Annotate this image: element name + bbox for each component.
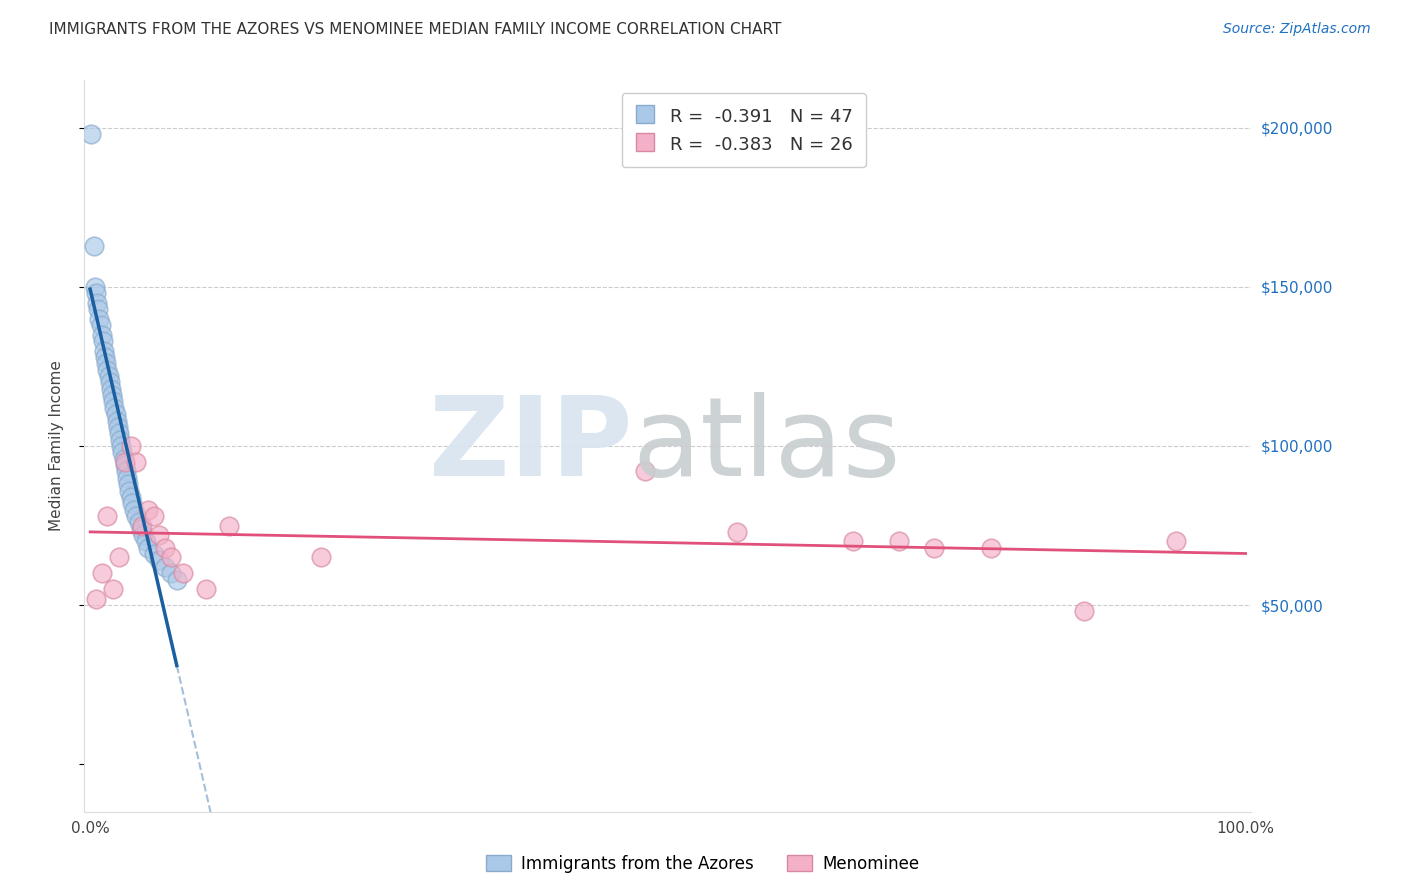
- Point: [97, 369, 120, 384]
- Point: [90, 566, 112, 581]
- Point: [725, 524, 748, 539]
- Point: [108, 426, 131, 441]
- Point: [100, 382, 122, 396]
- Point: [155, 541, 177, 555]
- Point: [105, 413, 128, 427]
- Point: [89, 311, 111, 326]
- Point: [104, 407, 127, 421]
- Point: [142, 547, 165, 561]
- Point: [125, 508, 148, 523]
- Point: [96, 508, 118, 523]
- Point: [94, 350, 117, 364]
- Point: [980, 541, 1002, 555]
- Point: [1073, 604, 1095, 618]
- Point: [129, 522, 152, 536]
- Y-axis label: Median Family Income: Median Family Income: [49, 360, 63, 532]
- Text: ZIP: ZIP: [429, 392, 633, 500]
- Point: [90, 318, 112, 333]
- Point: [103, 394, 125, 409]
- Point: [91, 334, 114, 348]
- Point: [634, 465, 657, 479]
- Point: [115, 471, 138, 485]
- Point: [83, 238, 105, 252]
- Point: [98, 376, 121, 390]
- Point: [841, 534, 863, 549]
- Point: [120, 439, 142, 453]
- Point: [142, 508, 165, 523]
- Point: [122, 502, 145, 516]
- Point: [108, 433, 131, 447]
- Point: [131, 518, 153, 533]
- Point: [103, 582, 125, 596]
- Point: [922, 541, 945, 555]
- Point: [120, 490, 142, 504]
- Point: [112, 451, 135, 466]
- Point: [84, 591, 107, 606]
- Point: [118, 483, 141, 498]
- Point: [166, 573, 188, 587]
- Point: [84, 286, 107, 301]
- Point: [83, 280, 105, 294]
- Point: [132, 528, 155, 542]
- Text: IMMIGRANTS FROM THE AZORES VS MENOMINEE MEDIAN FAMILY INCOME CORRELATION CHART: IMMIGRANTS FROM THE AZORES VS MENOMINEE …: [49, 22, 782, 37]
- Point: [148, 528, 170, 542]
- Point: [93, 343, 115, 358]
- Point: [155, 559, 177, 574]
- Point: [80, 128, 103, 142]
- Point: [103, 401, 125, 415]
- Point: [218, 518, 240, 533]
- Point: [887, 534, 910, 549]
- Point: [111, 445, 134, 459]
- Point: [86, 296, 108, 310]
- Legend: R =  -0.391   N = 47, R =  -0.383   N = 26: R = -0.391 N = 47, R = -0.383 N = 26: [621, 93, 866, 167]
- Point: [114, 455, 136, 469]
- Point: [194, 582, 217, 596]
- Point: [125, 455, 148, 469]
- Point: [117, 477, 139, 491]
- Point: [172, 566, 194, 581]
- Point: [160, 566, 183, 581]
- Point: [135, 534, 157, 549]
- Point: [115, 465, 138, 479]
- Point: [107, 420, 129, 434]
- Point: [101, 388, 124, 402]
- Point: [128, 516, 150, 530]
- Point: [1166, 534, 1188, 549]
- Text: atlas: atlas: [633, 392, 901, 500]
- Point: [148, 553, 170, 567]
- Point: [309, 550, 332, 565]
- Point: [121, 496, 143, 510]
- Point: [114, 458, 136, 472]
- Point: [96, 356, 118, 370]
- Point: [110, 439, 132, 453]
- Point: [136, 502, 159, 516]
- Legend: Immigrants from the Azores, Menominee: Immigrants from the Azores, Menominee: [479, 848, 927, 880]
- Point: [90, 327, 112, 342]
- Point: [87, 302, 110, 317]
- Point: [96, 362, 118, 376]
- Point: [160, 550, 183, 565]
- Point: [136, 541, 159, 555]
- Point: [108, 550, 131, 565]
- Text: Source: ZipAtlas.com: Source: ZipAtlas.com: [1223, 22, 1371, 37]
